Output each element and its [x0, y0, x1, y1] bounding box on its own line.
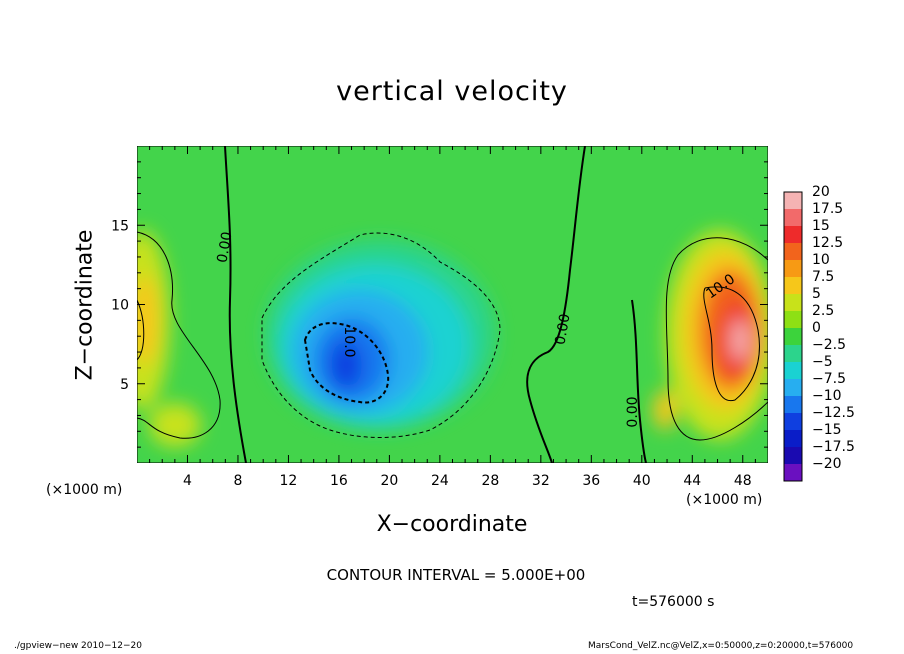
colorbar-swatch — [784, 396, 802, 413]
colorbar-label: 10 — [812, 252, 830, 268]
contour-label: 10.0 — [341, 326, 357, 357]
contour-label: 0.00 — [214, 231, 235, 264]
y-axis-label: Z−coordinate — [72, 229, 98, 381]
contour-interval: CONTOUR INTERVAL = 5.000E+00 — [326, 566, 586, 584]
colorbar-swatch — [784, 328, 802, 345]
colorbar-swatch — [784, 260, 802, 277]
x-tick-label: 16 — [330, 473, 348, 489]
colorbar-swatch — [784, 345, 802, 362]
x-tick-label: 28 — [481, 473, 499, 489]
colorbar-label: −7.5 — [812, 371, 846, 387]
y-tick-label: 15 — [111, 218, 129, 234]
colorbar-swatch — [784, 226, 802, 243]
colorbar-label: 7.5 — [812, 269, 834, 285]
colorbar-swatch — [784, 447, 802, 464]
x-tick-label: 20 — [380, 473, 398, 489]
colorbar-frame — [783, 191, 803, 482]
colorbar-swatch — [784, 430, 802, 447]
x-tick-label: 36 — [582, 473, 600, 489]
x-tick-label: 48 — [734, 473, 752, 489]
colorbar-swatch — [784, 243, 802, 260]
colorbar-label: −20 — [812, 456, 842, 472]
colorbar-label: −2.5 — [812, 337, 846, 353]
colorbar-swatch — [784, 311, 802, 328]
footer-right: MarsCond_VelZ.nc@VelZ,x=0:50000,z=0:2000… — [588, 641, 854, 651]
y-tick-label: 10 — [111, 298, 129, 314]
colorbar-label: −17.5 — [812, 439, 855, 455]
colorbar-swatch — [784, 192, 802, 209]
colorbar-label: 12.5 — [812, 235, 843, 251]
x-tick-label: 40 — [633, 473, 651, 489]
colorbar-swatch — [784, 464, 802, 481]
colorbar-swatch — [784, 277, 802, 294]
colorbar-label: 0 — [812, 320, 821, 336]
colorbar: 2017.51512.5107.552.50−2.5−5−7.5−10−12.5… — [783, 184, 855, 482]
colorbar-swatch — [784, 379, 802, 396]
x-unit-right: (×1000 m) — [686, 492, 763, 508]
x-tick-label: 32 — [532, 473, 550, 489]
time-label: t=576000 s — [632, 594, 715, 610]
colorbar-label: 15 — [812, 218, 830, 234]
colorbar-label: 5 — [812, 286, 821, 302]
colorbar-swatch — [784, 413, 802, 430]
heatmap-field — [137, 146, 768, 463]
x-tick-label: 12 — [280, 473, 298, 489]
x-tick-label: 8 — [233, 473, 242, 489]
colorbar-label: 17.5 — [812, 201, 843, 217]
footer-left: ./gpview−new 2010−12−20 — [14, 641, 142, 651]
x-tick-label: 24 — [431, 473, 449, 489]
contour-label: 0.00 — [625, 396, 641, 427]
colorbar-label: −15 — [812, 422, 842, 438]
x-unit-left: (×1000 m) — [46, 482, 123, 498]
colorbar-label: −10 — [812, 388, 842, 404]
colorbar-label: 20 — [812, 184, 830, 200]
y-tick-label: 5 — [120, 377, 129, 393]
x-tick-label: 44 — [683, 473, 701, 489]
contour-label: 0.00 — [552, 313, 573, 346]
colorbar-swatch — [784, 209, 802, 226]
colorbar-swatch — [784, 362, 802, 379]
x-tick-label: 4 — [183, 473, 192, 489]
chart-title: vertical velocity — [336, 76, 568, 107]
colorbar-label: 2.5 — [812, 303, 834, 319]
x-axis-label: X−coordinate — [376, 512, 528, 537]
colorbar-label: −5 — [812, 354, 833, 370]
colorbar-swatch — [784, 294, 802, 311]
colorbar-label: −12.5 — [812, 405, 855, 421]
